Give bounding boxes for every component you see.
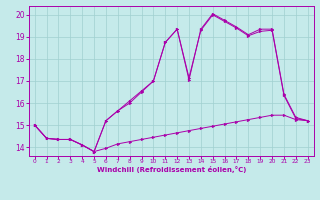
X-axis label: Windchill (Refroidissement éolien,°C): Windchill (Refroidissement éolien,°C) [97,166,246,173]
